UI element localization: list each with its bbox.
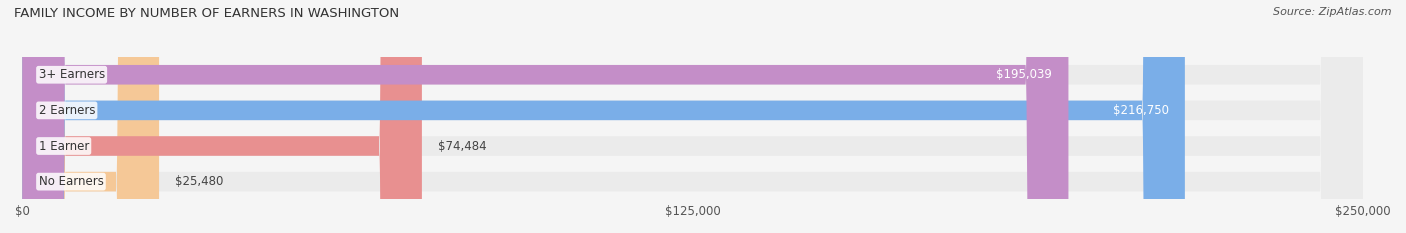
Text: FAMILY INCOME BY NUMBER OF EARNERS IN WASHINGTON: FAMILY INCOME BY NUMBER OF EARNERS IN WA… <box>14 7 399 20</box>
Text: No Earners: No Earners <box>38 175 104 188</box>
FancyBboxPatch shape <box>22 0 1364 233</box>
FancyBboxPatch shape <box>22 0 1069 233</box>
FancyBboxPatch shape <box>22 0 1364 233</box>
Text: 1 Earner: 1 Earner <box>38 140 89 153</box>
Text: $216,750: $216,750 <box>1112 104 1168 117</box>
FancyBboxPatch shape <box>22 0 1364 233</box>
FancyBboxPatch shape <box>22 0 1364 233</box>
Text: Source: ZipAtlas.com: Source: ZipAtlas.com <box>1274 7 1392 17</box>
Text: $74,484: $74,484 <box>439 140 486 153</box>
Text: $25,480: $25,480 <box>176 175 224 188</box>
FancyBboxPatch shape <box>22 0 1185 233</box>
FancyBboxPatch shape <box>22 0 159 233</box>
Text: $195,039: $195,039 <box>997 68 1052 81</box>
Text: 2 Earners: 2 Earners <box>38 104 96 117</box>
FancyBboxPatch shape <box>22 0 422 233</box>
Text: 3+ Earners: 3+ Earners <box>38 68 105 81</box>
